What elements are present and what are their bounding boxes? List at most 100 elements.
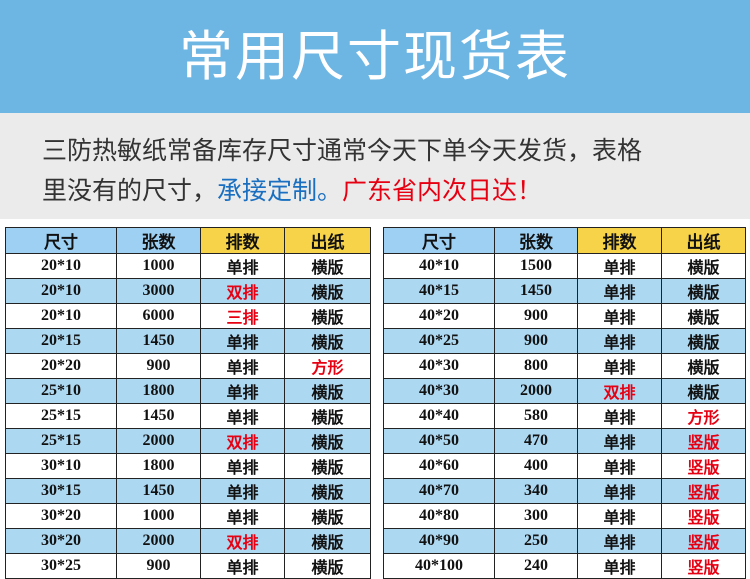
table-cell: 900 xyxy=(494,328,578,354)
table-cell: 1000 xyxy=(116,503,201,529)
table-cell: 400 xyxy=(494,453,578,479)
table-cell: 40*20 xyxy=(383,303,495,329)
table-cell: 2000 xyxy=(116,428,201,454)
table-cell: 40*100 xyxy=(383,553,495,579)
table-cell: 横版 xyxy=(284,253,371,279)
table-row: 30*20 1000 单排 横版 xyxy=(5,503,371,529)
intro-segment: 广东省内次日达！ xyxy=(342,176,543,205)
table-cell: 900 xyxy=(494,303,578,329)
table-cell: 竖版 xyxy=(661,553,746,579)
table-cell: 40*10 xyxy=(383,253,495,279)
table-cell: 单排 xyxy=(577,453,662,479)
table-cell: 单排 xyxy=(577,303,662,329)
table-cell: 横版 xyxy=(661,303,746,329)
header-row: 尺寸 张数 排数 出纸 xyxy=(383,227,746,254)
table-cell: 双排 xyxy=(200,428,285,454)
table-cell: 单排 xyxy=(200,503,285,529)
table-cell: 40*40 xyxy=(383,403,495,429)
table-cell: 20*20 xyxy=(5,353,117,379)
table-row: 40*100 240 单排 竖版 xyxy=(383,553,746,579)
table-row: 40*25 900 单排 横版 xyxy=(383,328,746,354)
table-cell: 1800 xyxy=(116,453,201,479)
table-cell: 单排 xyxy=(200,378,285,404)
table-cell: 470 xyxy=(494,428,578,454)
table-cell: 横版 xyxy=(284,553,371,579)
header-cell: 排数 xyxy=(577,227,662,254)
table-cell: 竖版 xyxy=(661,453,746,479)
table-cell: 40*15 xyxy=(383,278,495,304)
intro: 三防热敏纸常备库存尺寸通常今天下单今天发货，表格 里没有的尺寸，承接定制。广东省… xyxy=(0,113,750,219)
table-cell: 340 xyxy=(494,478,578,504)
table-cell: 单排 xyxy=(200,453,285,479)
table-cell: 30*25 xyxy=(5,553,117,579)
header-cell: 出纸 xyxy=(661,227,746,254)
table-row: 30*10 1800 单排 横版 xyxy=(5,453,371,479)
table-cell: 横版 xyxy=(661,253,746,279)
table-cell: 25*10 xyxy=(5,378,117,404)
header-cell: 尺寸 xyxy=(383,227,495,254)
table-cell: 30*20 xyxy=(5,528,117,554)
table-cell: 双排 xyxy=(200,528,285,554)
table-row: 20*10 1000 单排 横版 xyxy=(5,253,371,279)
table-row: 30*15 1450 单排 横版 xyxy=(5,478,371,504)
table-cell: 250 xyxy=(494,528,578,554)
table-row: 40*20 900 单排 横版 xyxy=(383,303,746,329)
table-cell: 双排 xyxy=(200,278,285,304)
table-cell: 30*20 xyxy=(5,503,117,529)
table-cell: 单排 xyxy=(577,328,662,354)
table-row: 40*40 580 单排 方形 xyxy=(383,403,746,429)
table-cell: 单排 xyxy=(200,353,285,379)
table-cell: 单排 xyxy=(577,528,662,554)
table-cell: 1000 xyxy=(116,253,201,279)
table-row: 25*10 1800 单排 横版 xyxy=(5,378,371,404)
table-cell: 横版 xyxy=(661,328,746,354)
table-cell: 竖版 xyxy=(661,528,746,554)
banner xyxy=(0,0,750,113)
table-cell: 横版 xyxy=(661,353,746,379)
table-row: 20*20 900 单排 方形 xyxy=(5,353,371,379)
table-cell: 单排 xyxy=(200,253,285,279)
table-cell: 20*10 xyxy=(5,303,117,329)
table-cell: 300 xyxy=(494,503,578,529)
table-row: 25*15 1450 单排 横版 xyxy=(5,403,371,429)
table-cell: 横版 xyxy=(661,278,746,304)
table-cell: 横版 xyxy=(284,453,371,479)
table-cell: 单排 xyxy=(577,478,662,504)
table-row: 20*10 3000 双排 横版 xyxy=(5,278,371,304)
table-cell: 横版 xyxy=(284,428,371,454)
table-cell: 横版 xyxy=(284,328,371,354)
table-cell: 40*90 xyxy=(383,528,495,554)
table-cell: 20*15 xyxy=(5,328,117,354)
table-cell: 单排 xyxy=(577,403,662,429)
intro-line: 三防热敏纸常备库存尺寸通常今天下单今天发货，表格 xyxy=(42,136,643,165)
table-cell: 单排 xyxy=(577,553,662,579)
table-cell: 横版 xyxy=(284,278,371,304)
table-cell: 25*15 xyxy=(5,403,117,429)
table-cell: 双排 xyxy=(577,378,662,404)
table-cell: 1450 xyxy=(494,278,578,304)
table-cell: 横版 xyxy=(284,378,371,404)
title: 常用尺寸现货表 xyxy=(179,25,571,88)
table-cell: 横版 xyxy=(284,303,371,329)
table-cell: 1450 xyxy=(116,478,201,504)
table-row: 40*50 470 单排 竖版 xyxy=(383,428,746,454)
table-cell: 单排 xyxy=(577,428,662,454)
table-cell: 25*15 xyxy=(5,428,117,454)
table-cell: 2000 xyxy=(116,528,201,554)
table-cell: 20*10 xyxy=(5,253,117,279)
table-cell: 方形 xyxy=(661,403,746,429)
table-cell: 900 xyxy=(116,353,201,379)
table-cell: 240 xyxy=(494,553,578,579)
table-cell: 1800 xyxy=(116,378,201,404)
table-cell: 40*50 xyxy=(383,428,495,454)
table-cell: 单排 xyxy=(577,353,662,379)
table-cell: 20*10 xyxy=(5,278,117,304)
table-cell: 40*30 xyxy=(383,353,495,379)
table-cell: 横版 xyxy=(284,478,371,504)
table-cell: 竖版 xyxy=(661,503,746,529)
table-cell: 竖版 xyxy=(661,478,746,504)
intro-segment: 里没有的尺寸， xyxy=(42,176,218,205)
table-cell: 单排 xyxy=(577,253,662,279)
table-row: 30*25 900 单排 横版 xyxy=(5,553,371,579)
table-row: 20*15 1450 单排 横版 xyxy=(5,328,371,354)
